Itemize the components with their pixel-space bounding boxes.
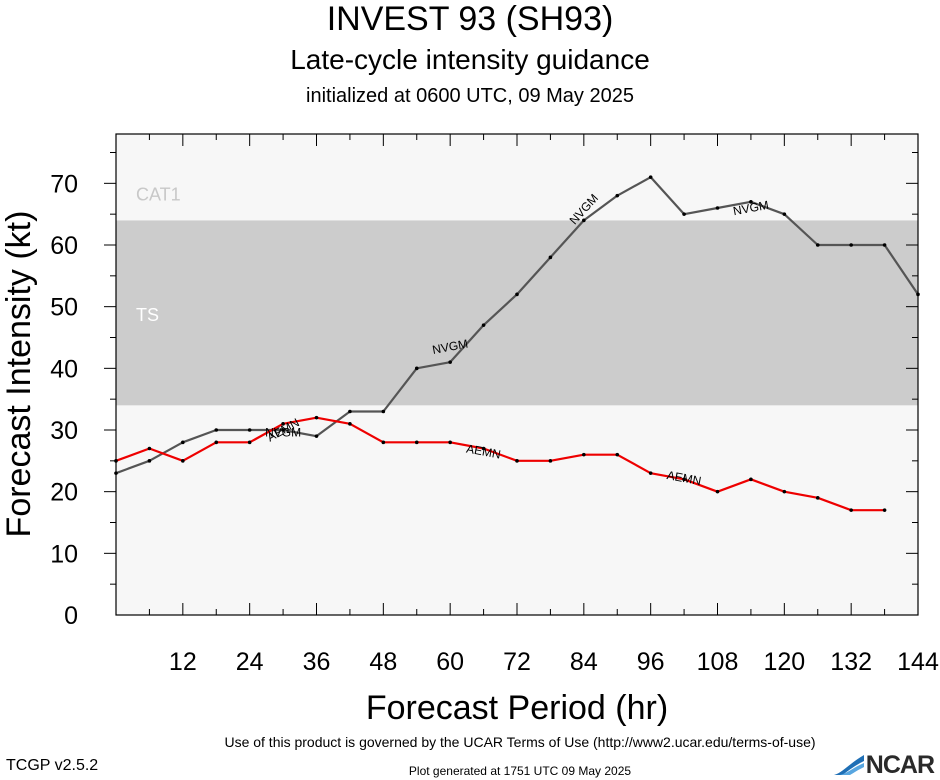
- data-point-nvgm: [247, 428, 252, 432]
- data-point-nvgm: [414, 366, 419, 371]
- data-point-aemn: [849, 508, 853, 512]
- data-point-aemn: [381, 440, 386, 445]
- version-label: TCGP v2.5.2: [6, 757, 99, 774]
- data-point-nvgm: [815, 243, 820, 247]
- data-point-nvgm: [214, 428, 219, 432]
- data-point-nvgm: [782, 212, 787, 216]
- y-tick-label: 40: [50, 355, 78, 383]
- x-tick-label: 12: [169, 648, 197, 676]
- ncar-logo-icon: [833, 755, 864, 775]
- series-label-nvgm: NVGM: [732, 198, 770, 218]
- data-point-nvgm: [481, 323, 486, 327]
- generated-time: Plot generated at 1751 UTC 09 May 2025: [408, 764, 632, 778]
- initialization-time: initialized at 0600 UTC, 09 May 2025: [306, 85, 634, 107]
- y-tick-label: 0: [64, 602, 78, 630]
- x-tick-label: 84: [570, 648, 598, 676]
- series-label-nvgm: NVGM: [431, 337, 469, 357]
- data-point-aemn: [147, 446, 152, 451]
- x-tick-label: 24: [236, 648, 264, 676]
- y-tick-label: 20: [50, 479, 78, 507]
- band-label-ts: TS: [136, 305, 159, 325]
- x-tick-label: 108: [697, 648, 739, 676]
- series-label-nvgm: NVGM: [265, 425, 301, 439]
- y-tick-label: 50: [50, 294, 78, 322]
- data-point-aemn: [582, 452, 586, 457]
- data-point-aemn: [181, 459, 185, 463]
- data-point-aemn: [648, 471, 653, 475]
- data-point-nvgm: [147, 459, 152, 463]
- y-tick-label: 10: [50, 540, 78, 568]
- data-point-aemn: [414, 440, 419, 445]
- data-point-aemn: [615, 452, 620, 457]
- data-point-aemn: [515, 459, 519, 463]
- data-point-nvgm: [348, 409, 352, 414]
- data-point-nvgm: [181, 440, 185, 445]
- data-point-nvgm: [281, 428, 285, 432]
- y-tick-label: 60: [50, 232, 78, 260]
- data-point-aemn: [715, 489, 720, 494]
- y-tick-label: 30: [50, 417, 78, 445]
- data-point-aemn: [682, 477, 686, 482]
- data-point-aemn: [749, 477, 753, 482]
- x-axis-label: Forecast Period (hr): [366, 689, 668, 727]
- data-point-aemn: [782, 489, 787, 494]
- data-point-nvgm: [682, 212, 686, 216]
- data-point-nvgm: [515, 292, 519, 297]
- y-axis-label: Forecast Intensity (kt): [0, 211, 38, 538]
- x-tick-label: 60: [436, 648, 464, 676]
- data-point-aemn: [882, 508, 887, 512]
- x-tick-label: 36: [303, 648, 331, 676]
- data-point-nvgm: [648, 175, 653, 179]
- data-point-nvgm: [582, 218, 586, 223]
- series-label-aemn: AEMN: [465, 442, 502, 462]
- data-point-aemn: [448, 440, 452, 445]
- band-label-cat1: CAT1: [136, 185, 181, 205]
- data-point-nvgm: [548, 255, 553, 260]
- band-ts: [116, 220, 918, 406]
- x-tick-label: 144: [897, 648, 939, 676]
- data-point-aemn: [548, 459, 553, 463]
- data-point-aemn: [247, 440, 252, 445]
- chart-subtitle: Late-cycle intensity guidance: [290, 44, 650, 75]
- data-point-aemn: [348, 422, 352, 426]
- x-tick-label: 48: [369, 648, 397, 676]
- data-point-aemn: [281, 422, 285, 426]
- data-point-nvgm: [381, 409, 386, 414]
- ncar-logo: NCAR: [832, 750, 935, 779]
- series-label-aemn: AEMN: [666, 468, 703, 488]
- chart-title: INVEST 93 (SH93): [326, 0, 614, 38]
- data-point-nvgm: [849, 243, 853, 247]
- data-point-aemn: [314, 415, 319, 420]
- data-point-aemn: [815, 496, 820, 500]
- terms-of-use: Use of this product is governed by the U…: [224, 734, 816, 750]
- x-tick-label: 120: [763, 648, 805, 676]
- band-cat1: [116, 134, 918, 221]
- ncar-logo-text: NCAR: [865, 750, 935, 779]
- data-point-nvgm: [882, 243, 887, 247]
- x-tick-label: 132: [830, 648, 872, 676]
- data-point-aemn: [214, 440, 219, 445]
- data-point-nvgm: [615, 193, 620, 198]
- data-point-nvgm: [749, 200, 753, 204]
- series-line-aemn: [115, 416, 885, 512]
- x-tick-label: 72: [503, 648, 531, 676]
- y-tick-label: 70: [50, 170, 78, 198]
- data-point-nvgm: [715, 206, 720, 210]
- x-tick-label: 96: [637, 648, 665, 676]
- data-point-nvgm: [314, 434, 319, 438]
- data-point-nvgm: [448, 360, 452, 364]
- data-point-aemn: [481, 446, 486, 451]
